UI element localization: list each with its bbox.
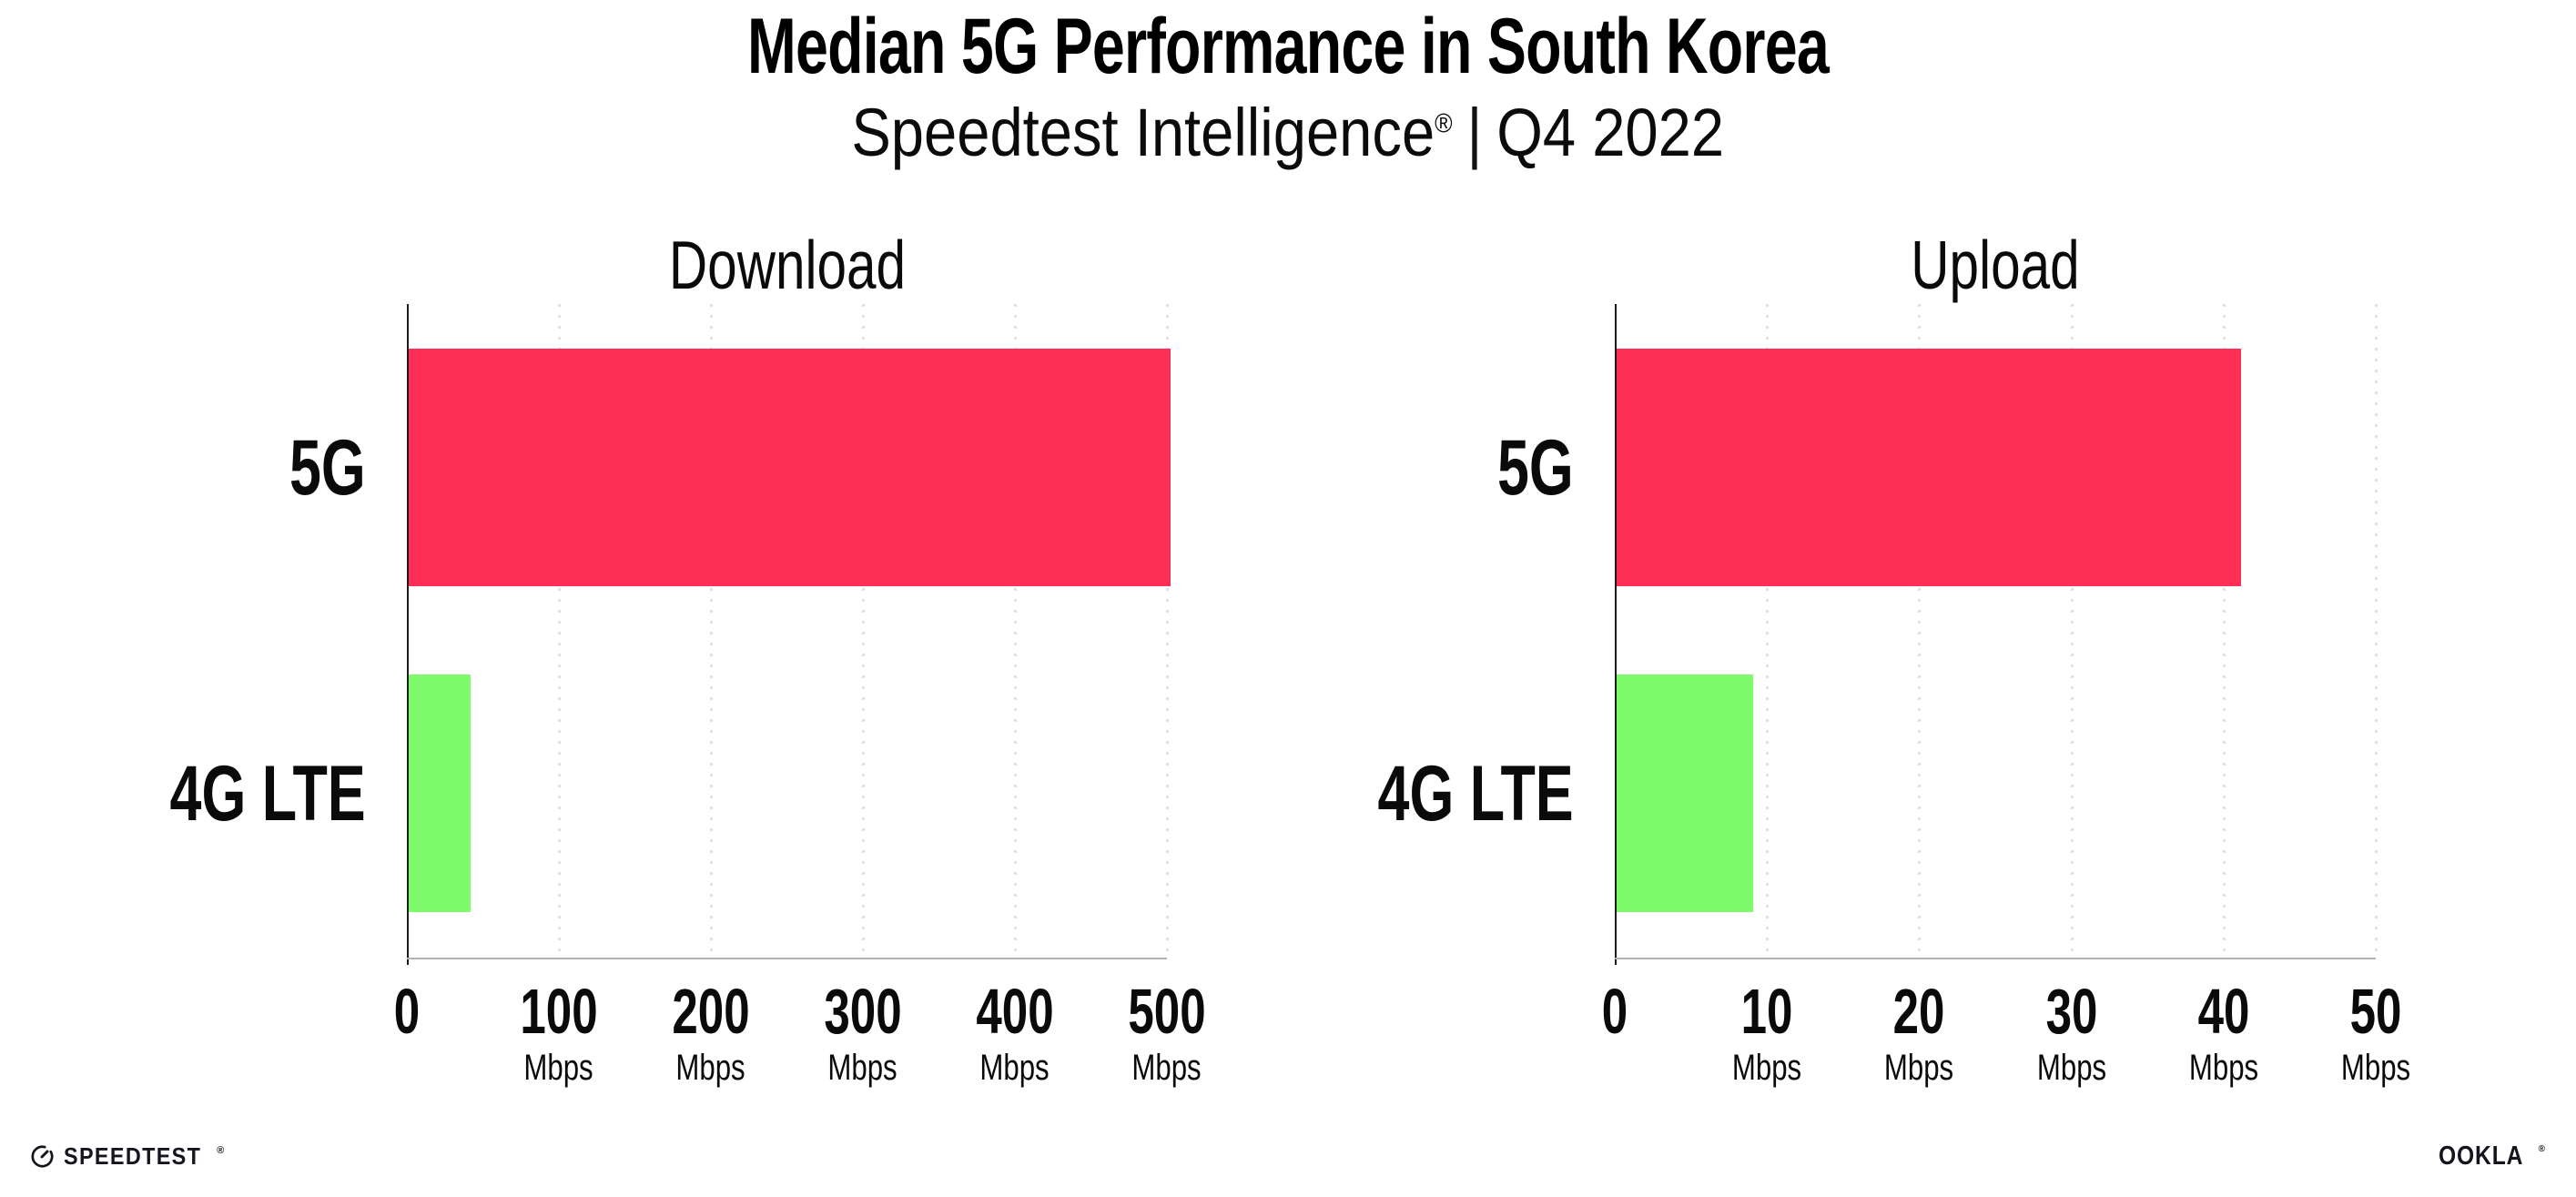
download-chart-plot-area <box>407 304 1171 965</box>
bar-5g-download <box>409 349 1171 586</box>
x-tick-unit: Mbps <box>523 1048 594 1088</box>
ookla-logo: OOKLA ® <box>2439 1141 2546 1172</box>
x-tick-unit: Mbps <box>827 1048 898 1088</box>
bar-4g-lte-upload <box>1617 675 1754 912</box>
gridline-500-mbps <box>1166 304 1169 958</box>
x-tick-30-upload: 30 Mbps <box>2027 976 2116 1088</box>
speedtest-logo-text: SPEEDTEST ® <box>64 1142 226 1170</box>
x-tick-unit: Mbps <box>979 1048 1050 1088</box>
x-tick-100-download: 100 Mbps <box>506 976 613 1088</box>
x-tick-unit: Mbps <box>2188 1048 2258 1088</box>
x-tick-unit: Mbps <box>1131 1048 1202 1088</box>
page-title: Median 5G Performance in South Korea <box>0 3 2576 90</box>
page-title-text: Median 5G Performance in South Korea <box>746 3 1830 90</box>
subtitle-period: Q4 2022 <box>1496 95 1725 170</box>
gridline-200-mbps <box>710 304 713 958</box>
gridline-100-mbps <box>558 304 561 958</box>
x-tick-50-upload: 50 Mbps <box>2331 976 2420 1088</box>
x-tick-unit: Mbps <box>2340 1048 2411 1088</box>
gridline-10-mbps <box>1766 304 1770 958</box>
gridline-40-mbps <box>2222 304 2226 958</box>
upload-chart-title: Upload <box>1911 227 2080 303</box>
x-tick-value: 0 <box>393 976 421 1047</box>
gridline-20-mbps <box>1918 304 1922 958</box>
x-tick-500-download: 500 Mbps <box>1114 976 1221 1088</box>
x-axis-line-upload <box>1615 958 2376 959</box>
gridline-300-mbps <box>862 304 865 958</box>
bar-4g-lte-download <box>409 675 472 912</box>
download-chart-title: Download <box>668 227 906 303</box>
ookla-trademark: ® <box>2538 1143 2546 1154</box>
gridline-30-mbps <box>2070 304 2074 958</box>
x-tick-20-upload: 20 Mbps <box>1874 976 1963 1088</box>
page-subtitle: Speedtest Intelligence® | Q4 2022 <box>0 91 2576 176</box>
x-tick-300-download: 300 Mbps <box>810 976 917 1088</box>
category-label-5g-upload: 5G <box>1497 423 1574 512</box>
x-tick-unit: Mbps <box>675 1048 746 1088</box>
category-label-5g-download: 5G <box>289 423 366 512</box>
x-tick-40-upload: 40 Mbps <box>2179 976 2268 1088</box>
speedtest-logo: SPEEDTEST ® <box>30 1141 226 1172</box>
y-axis-line-upload <box>1615 304 1617 965</box>
subtitle-brand: Speedtest Intelligence <box>851 95 1435 170</box>
x-tick-10-upload: 10 Mbps <box>1722 976 1811 1088</box>
x-tick-0-upload: 0 <box>1597 976 1633 1047</box>
y-axis-line-download <box>407 304 409 965</box>
x-tick-value: 400 <box>976 976 1054 1047</box>
subtitle-separator: | <box>1466 95 1483 170</box>
x-tick-unit: Mbps <box>2036 1048 2106 1088</box>
upload-chart-plot-area <box>1615 304 2378 965</box>
speedtest-trademark: ® <box>217 1145 226 1156</box>
x-tick-value: 30 <box>2045 976 2098 1047</box>
speedtest-gauge-icon <box>31 1144 54 1167</box>
category-label-4g-lte-download: 4G LTE <box>169 749 366 837</box>
x-tick-value: 10 <box>1740 976 1793 1047</box>
registered-mark: ® <box>1435 108 1453 139</box>
x-tick-value: 100 <box>520 976 598 1047</box>
x-tick-400-download: 400 Mbps <box>962 976 1069 1088</box>
bar-5g-upload <box>1617 349 2241 586</box>
gridline-400-mbps <box>1014 304 1017 958</box>
x-tick-value: 0 <box>1601 976 1628 1047</box>
x-tick-value: 20 <box>1892 976 1945 1047</box>
x-tick-unit: Mbps <box>1884 1048 1954 1088</box>
x-tick-value: 200 <box>672 976 750 1047</box>
gridline-50-mbps <box>2375 304 2378 958</box>
ookla-logo-text: OOKLA ® <box>2438 1141 2546 1171</box>
x-axis-line-download <box>407 958 1167 959</box>
x-tick-value: 50 <box>2349 976 2402 1047</box>
category-label-4g-lte-upload: 4G LTE <box>1377 749 1574 837</box>
x-tick-unit: Mbps <box>1732 1048 1802 1088</box>
x-tick-200-download: 200 Mbps <box>658 976 765 1088</box>
x-tick-value: 300 <box>824 976 902 1047</box>
x-tick-value: 40 <box>2197 976 2250 1047</box>
x-tick-value: 500 <box>1128 976 1206 1047</box>
x-tick-0-download: 0 <box>390 976 425 1047</box>
